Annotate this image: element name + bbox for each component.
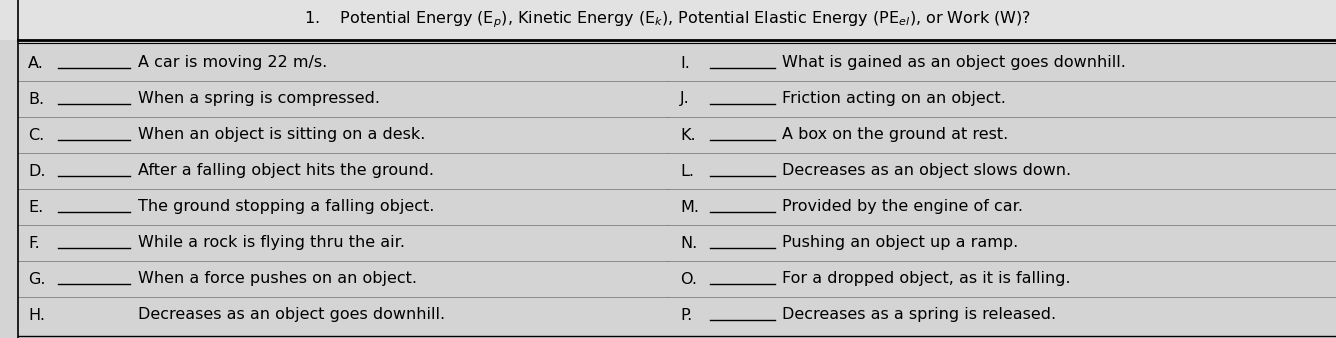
Text: When a force pushes on an object.: When a force pushes on an object. [138, 271, 417, 287]
Text: P.: P. [680, 308, 692, 322]
Text: C.: C. [28, 127, 44, 143]
Text: Decreases as an object goes downhill.: Decreases as an object goes downhill. [138, 308, 445, 322]
Text: B.: B. [28, 92, 44, 106]
Text: Friction acting on an object.: Friction acting on an object. [782, 92, 1006, 106]
Text: A car is moving 22 m/s.: A car is moving 22 m/s. [138, 55, 327, 71]
Text: For a dropped object, as it is falling.: For a dropped object, as it is falling. [782, 271, 1070, 287]
Text: Provided by the engine of car.: Provided by the engine of car. [782, 199, 1023, 215]
Text: M.: M. [680, 199, 699, 215]
Text: While a rock is flying thru the air.: While a rock is flying thru the air. [138, 236, 405, 250]
Bar [0, 0, 1336, 40]
Text: Decreases as a spring is released.: Decreases as a spring is released. [782, 308, 1057, 322]
Text: H.: H. [28, 308, 45, 322]
Text: 1.    Potential Energy (E$_p$), Kinetic Energy (E$_k$), Potential Elastic Energy: 1. Potential Energy (E$_p$), Kinetic Ene… [305, 10, 1031, 30]
Text: What is gained as an object goes downhill.: What is gained as an object goes downhil… [782, 55, 1126, 71]
Text: A box on the ground at rest.: A box on the ground at rest. [782, 127, 1009, 143]
Text: A.: A. [28, 55, 44, 71]
Text: After a falling object hits the ground.: After a falling object hits the ground. [138, 164, 434, 178]
Text: G.: G. [28, 271, 45, 287]
Text: N.: N. [680, 236, 697, 250]
Text: I.: I. [680, 55, 689, 71]
Bar [0, 40, 1336, 338]
Text: D.: D. [28, 164, 45, 178]
Text: When an object is sitting on a desk.: When an object is sitting on a desk. [138, 127, 425, 143]
Text: O.: O. [680, 271, 697, 287]
Text: K.: K. [680, 127, 696, 143]
Text: When a spring is compressed.: When a spring is compressed. [138, 92, 379, 106]
Text: E.: E. [28, 199, 43, 215]
Text: J.: J. [680, 92, 689, 106]
Text: L.: L. [680, 164, 693, 178]
Text: Pushing an object up a ramp.: Pushing an object up a ramp. [782, 236, 1018, 250]
Text: The ground stopping a falling object.: The ground stopping a falling object. [138, 199, 434, 215]
Text: F.: F. [28, 236, 40, 250]
Text: Decreases as an object slows down.: Decreases as an object slows down. [782, 164, 1071, 178]
